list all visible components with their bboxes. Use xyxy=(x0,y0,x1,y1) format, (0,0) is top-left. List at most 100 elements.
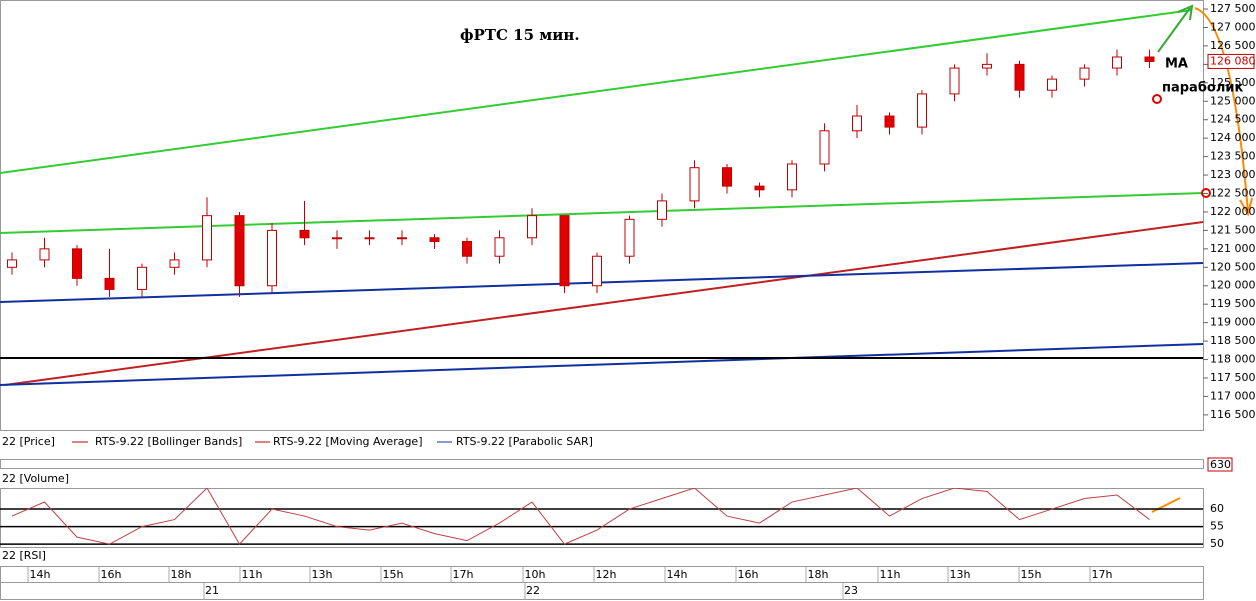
arrow xyxy=(1157,4,1194,53)
candle-body xyxy=(787,163,797,191)
last-price-tag xyxy=(1207,53,1255,69)
marker xyxy=(1201,188,1211,198)
candle-body xyxy=(7,259,17,268)
date-label: 22 xyxy=(526,584,540,597)
volume-panel xyxy=(0,459,1204,469)
y-tick-label: 118 000 xyxy=(1210,353,1256,366)
time-label: 10h xyxy=(525,568,546,581)
time-label: 16h xyxy=(101,568,122,581)
candle-body xyxy=(1014,63,1025,91)
y-tick-label: 122 500 xyxy=(1210,187,1256,200)
candle-body xyxy=(982,63,992,69)
y-tick-label: 122 000 xyxy=(1210,205,1256,218)
time-label: 17h xyxy=(1092,568,1113,581)
candle-body xyxy=(1047,78,1057,91)
rsi-tick-label: 55 xyxy=(1210,520,1224,533)
time-label: 12h xyxy=(596,568,617,581)
y-tick-label: 120 000 xyxy=(1210,279,1256,292)
rsi-group xyxy=(11,488,1150,545)
time-label: 18h xyxy=(808,568,829,581)
rsi-line xyxy=(11,488,1150,545)
time-label: 14h xyxy=(667,568,688,581)
legend-entry: 22 [Price] xyxy=(2,435,55,448)
candle-body xyxy=(137,266,147,290)
candle-body xyxy=(689,167,700,202)
y-tick-label: 127 500 xyxy=(1210,2,1256,15)
annotation: MA xyxy=(1165,57,1188,72)
marker xyxy=(1152,94,1162,104)
candle-body xyxy=(104,277,115,290)
candle-body xyxy=(884,115,895,128)
candle-body xyxy=(494,237,505,257)
y-tick-label: 123 500 xyxy=(1210,150,1256,163)
panel-label: 22 [RSI] xyxy=(2,549,46,562)
last-price-label: 126 080 xyxy=(1210,54,1256,67)
volume-label: 630 xyxy=(1210,458,1231,471)
candle-body xyxy=(299,229,310,239)
y-tick-label: 124 500 xyxy=(1210,113,1256,126)
time-label: 13h xyxy=(312,568,333,581)
candle-body xyxy=(819,130,830,165)
date-axis xyxy=(0,582,1204,600)
time-label: 15h xyxy=(1021,568,1042,581)
candle-body xyxy=(949,67,960,95)
candle-body xyxy=(592,255,602,287)
date-label: 23 xyxy=(844,584,858,597)
time-label: 15h xyxy=(383,568,404,581)
y-tick-label: 125 500 xyxy=(1210,76,1256,89)
legend-entry: RTS-9.22 [Moving Average] xyxy=(273,435,423,448)
rsi-tick-label: 60 xyxy=(1210,502,1224,515)
date-label: 21 xyxy=(205,584,219,597)
candle-body xyxy=(722,167,732,187)
y-tick-label: 120 500 xyxy=(1210,260,1256,273)
candle-body xyxy=(852,115,862,132)
y-tick-label: 117 000 xyxy=(1210,389,1256,402)
volume-tag xyxy=(1207,457,1233,472)
candle-body xyxy=(234,215,245,287)
candle-body xyxy=(624,218,635,257)
candle-body xyxy=(72,248,82,279)
time-label: 16h xyxy=(738,568,759,581)
candle-body xyxy=(917,93,927,128)
y-tick-label: 118 500 xyxy=(1210,334,1256,347)
candle-body xyxy=(202,215,212,261)
y-tick-label: 125 000 xyxy=(1210,94,1256,107)
candle-body xyxy=(1079,67,1090,80)
y-tick-label: 119 500 xyxy=(1210,297,1256,310)
y-tick-label: 123 000 xyxy=(1210,168,1256,181)
legend-entry: RTS-9.22 [Parabolic SAR] xyxy=(456,435,593,448)
trend-line xyxy=(0,9,1193,174)
candle-body xyxy=(169,259,180,268)
y-tick-label: 124 000 xyxy=(1210,131,1256,144)
y-tick-label: 117 500 xyxy=(1210,371,1256,384)
y-tick-label: 119 000 xyxy=(1210,316,1256,329)
time-label: 18h xyxy=(171,568,192,581)
trend-line xyxy=(0,192,1204,234)
candle-body xyxy=(429,237,440,242)
annotation: параболик xyxy=(1162,81,1243,96)
time-label: 13h xyxy=(950,568,971,581)
y-tick-label: 116 500 xyxy=(1210,408,1256,421)
candle-body xyxy=(1144,56,1155,62)
candle-body xyxy=(267,229,277,287)
candle-body xyxy=(657,200,667,220)
time-label: 17h xyxy=(453,568,474,581)
chart-title: фРТС 15 мин. xyxy=(460,26,580,44)
candle-body xyxy=(364,237,375,240)
candle-body xyxy=(397,237,407,240)
candle-body xyxy=(39,248,50,261)
legend-entry: RTS-9.22 [Bollinger Bands] xyxy=(95,435,242,448)
y-tick-label: 126 500 xyxy=(1210,39,1256,52)
candle-body xyxy=(462,240,472,257)
time-label: 11h xyxy=(242,568,263,581)
y-tick-label: 121 500 xyxy=(1210,223,1256,236)
y-tick-label: 121 000 xyxy=(1210,242,1256,255)
candle-body xyxy=(754,185,765,191)
panel-label: 22 [Volume] xyxy=(2,472,69,485)
candle-body xyxy=(527,215,537,239)
candle-body xyxy=(332,237,342,240)
trend-line xyxy=(0,343,1204,386)
time-label: 11h xyxy=(880,568,901,581)
rsi-tick-label: 50 xyxy=(1210,537,1224,550)
